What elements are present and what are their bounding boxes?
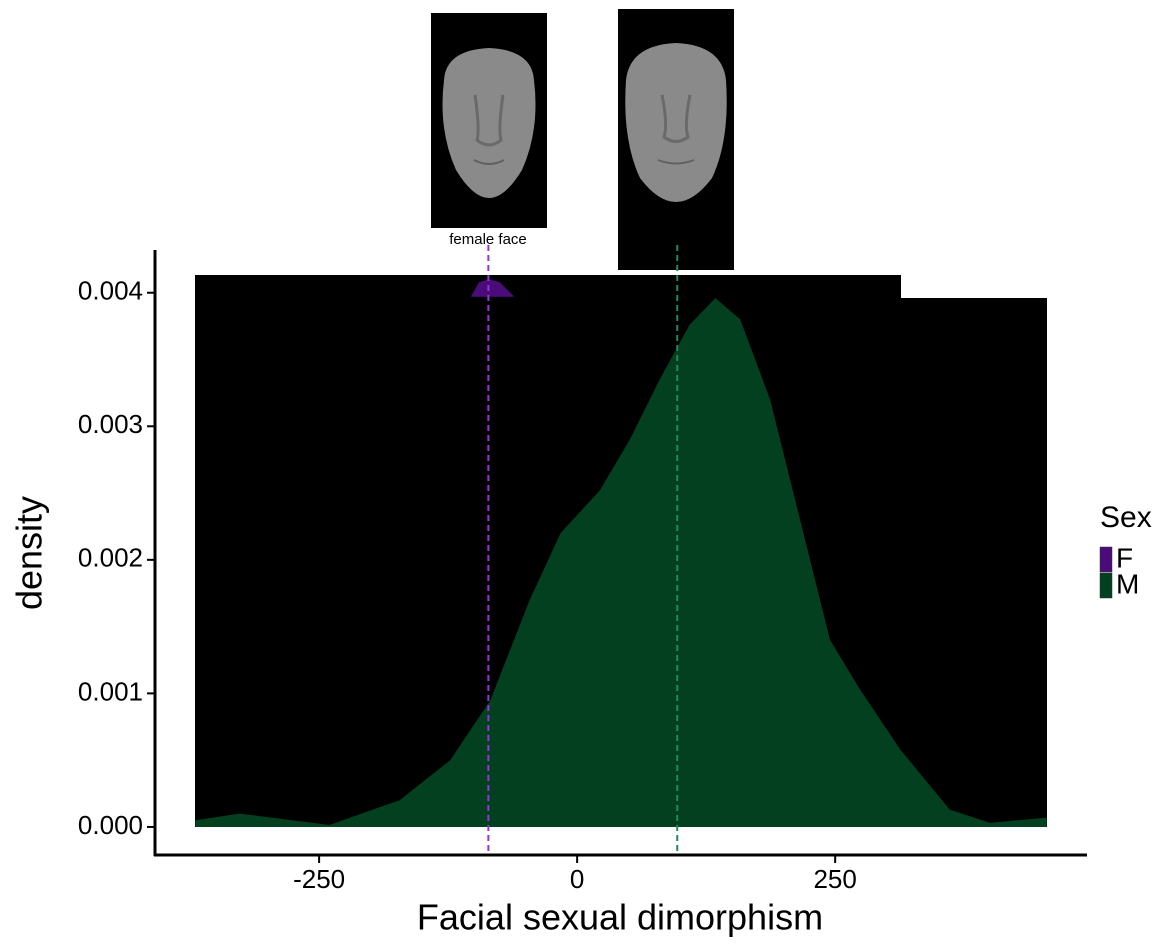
y-tick-label: 0.002 [78,543,143,573]
legend-title: Sex [1100,501,1152,534]
y-tick-label: 0.001 [78,676,143,706]
face-image [431,13,547,228]
x-tick-label: -250 [293,864,345,894]
chart: female face Facial sexual dimorphism den… [0,0,1166,945]
y-tick-label: 0.003 [78,409,143,439]
y-axis-title: density [9,496,50,610]
background-panel [901,298,1047,827]
x-axis-title: Facial sexual dimorphism [417,897,823,938]
y-tick-label: 0.000 [78,810,143,840]
y-tick-label: 0.004 [78,276,143,306]
legend-swatch [1100,573,1112,598]
face-image [618,9,734,270]
x-tick-label: 250 [813,864,856,894]
x-tick-label: 0 [570,864,584,894]
legend-swatch [1100,547,1112,572]
legend-label: M [1116,568,1139,599]
